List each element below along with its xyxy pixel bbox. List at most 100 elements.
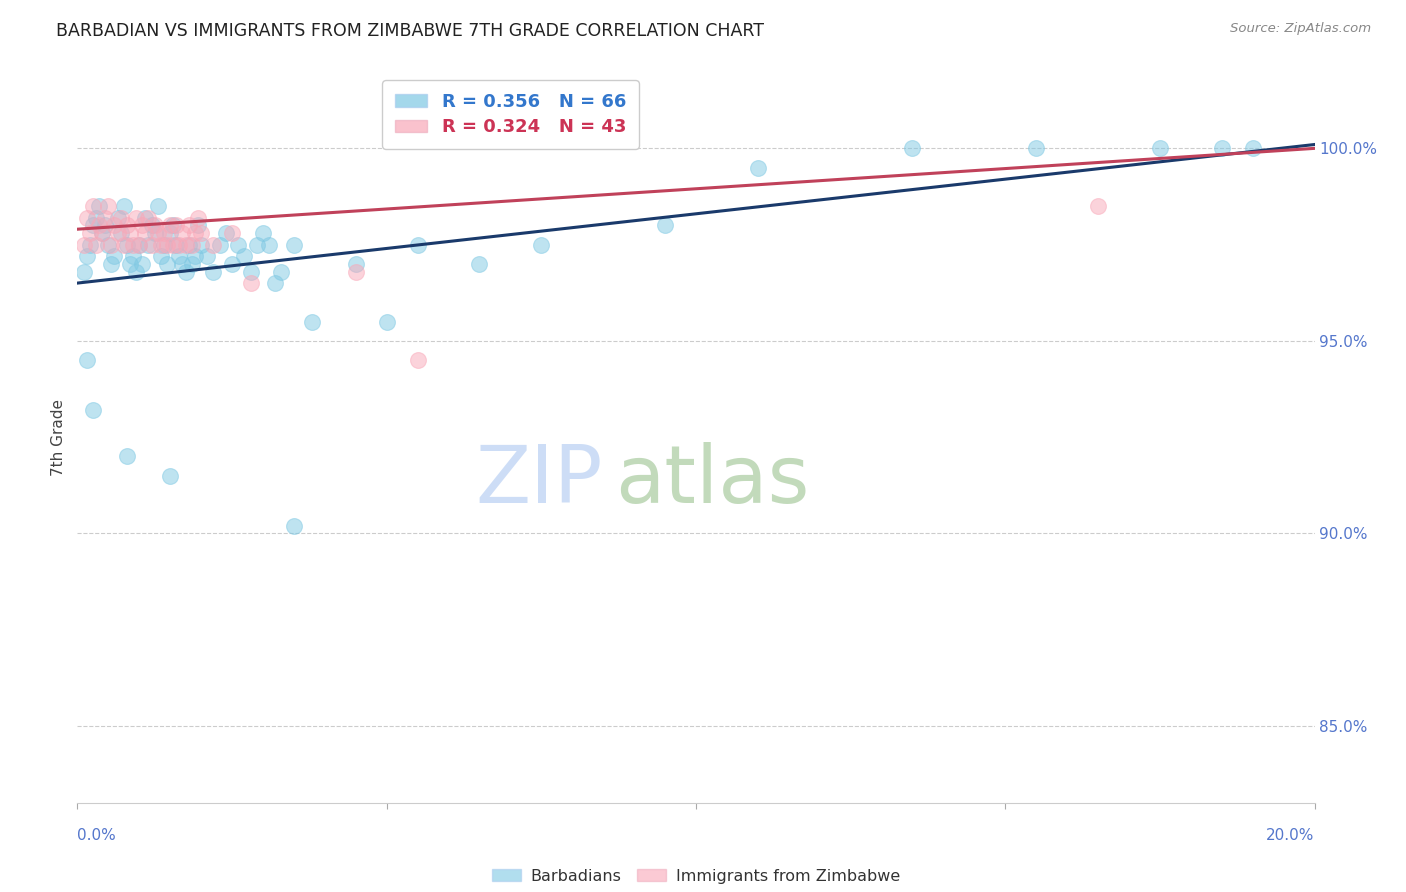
Point [239,276,262,290]
Text: ZIP: ZIP [475,442,603,520]
Point [344,264,367,278]
Point [233,249,256,263]
Point [169,249,191,263]
Point [141,237,163,252]
Point [134,226,156,240]
Point [146,226,169,240]
Point [84,237,107,252]
Point [283,237,305,252]
Point [165,237,187,252]
Point [187,211,209,225]
Text: Source: ZipAtlas.com: Source: ZipAtlas.com [1230,22,1371,36]
Point [97,237,120,252]
Point [125,264,148,278]
Point [252,226,274,240]
Point [172,257,194,271]
Point [72,237,94,252]
Point [115,450,138,464]
Point [82,403,104,417]
Text: BARBADIAN VS IMMIGRANTS FROM ZIMBABWE 7TH GRADE CORRELATION CHART: BARBADIAN VS IMMIGRANTS FROM ZIMBABWE 7T… [56,22,765,40]
Point [1211,141,1233,155]
Point [159,226,181,240]
Point [221,257,243,271]
Point [84,211,107,225]
Point [1149,141,1171,155]
Point [91,226,114,240]
Point [115,237,138,252]
Point [94,211,117,225]
Text: 0.0%: 0.0% [77,828,117,843]
Point [143,219,166,233]
Point [103,219,125,233]
Point [131,219,153,233]
Point [165,219,187,233]
Point [107,226,129,240]
Point [190,237,212,252]
Point [246,237,269,252]
Point [97,199,120,213]
Point [375,315,398,329]
Point [76,353,98,368]
Legend: Barbadians, Immigrants from Zimbabwe: Barbadians, Immigrants from Zimbabwe [485,863,907,890]
Point [239,264,262,278]
Point [118,226,141,240]
Point [195,249,218,263]
Point [138,211,160,225]
Point [406,353,429,368]
Point [72,264,94,278]
Text: 20.0%: 20.0% [1267,828,1315,843]
Point [149,249,172,263]
Point [257,237,280,252]
Point [180,237,202,252]
Point [344,257,367,271]
Point [468,257,491,271]
Y-axis label: 7th Grade: 7th Grade [51,399,66,475]
Point [406,237,429,252]
Point [87,199,110,213]
Point [110,211,132,225]
Point [901,141,924,155]
Point [91,226,114,240]
Point [146,199,169,213]
Point [159,468,181,483]
Point [87,219,110,233]
Point [177,219,200,233]
Point [202,237,225,252]
Point [190,226,212,240]
Point [226,237,249,252]
Point [128,237,150,252]
Point [221,226,243,240]
Point [103,249,125,263]
Point [100,257,122,271]
Point [82,219,104,233]
Point [118,257,141,271]
Point [76,249,98,263]
Point [134,211,156,225]
Point [180,257,202,271]
Point [82,199,104,213]
Point [122,237,145,252]
Point [131,257,153,271]
Point [138,237,160,252]
Point [174,264,197,278]
Point [79,237,101,252]
Point [184,249,207,263]
Point [202,264,225,278]
Point [153,237,176,252]
Point [79,226,101,240]
Point [156,237,179,252]
Point [301,315,323,329]
Point [530,237,553,252]
Point [1025,141,1047,155]
Point [747,161,769,175]
Text: atlas: atlas [616,442,810,520]
Point [112,237,135,252]
Point [172,226,194,240]
Point [112,199,135,213]
Point [149,237,172,252]
Point [159,219,181,233]
Point [156,257,179,271]
Point [174,237,197,252]
Point [215,226,238,240]
Point [115,219,138,233]
